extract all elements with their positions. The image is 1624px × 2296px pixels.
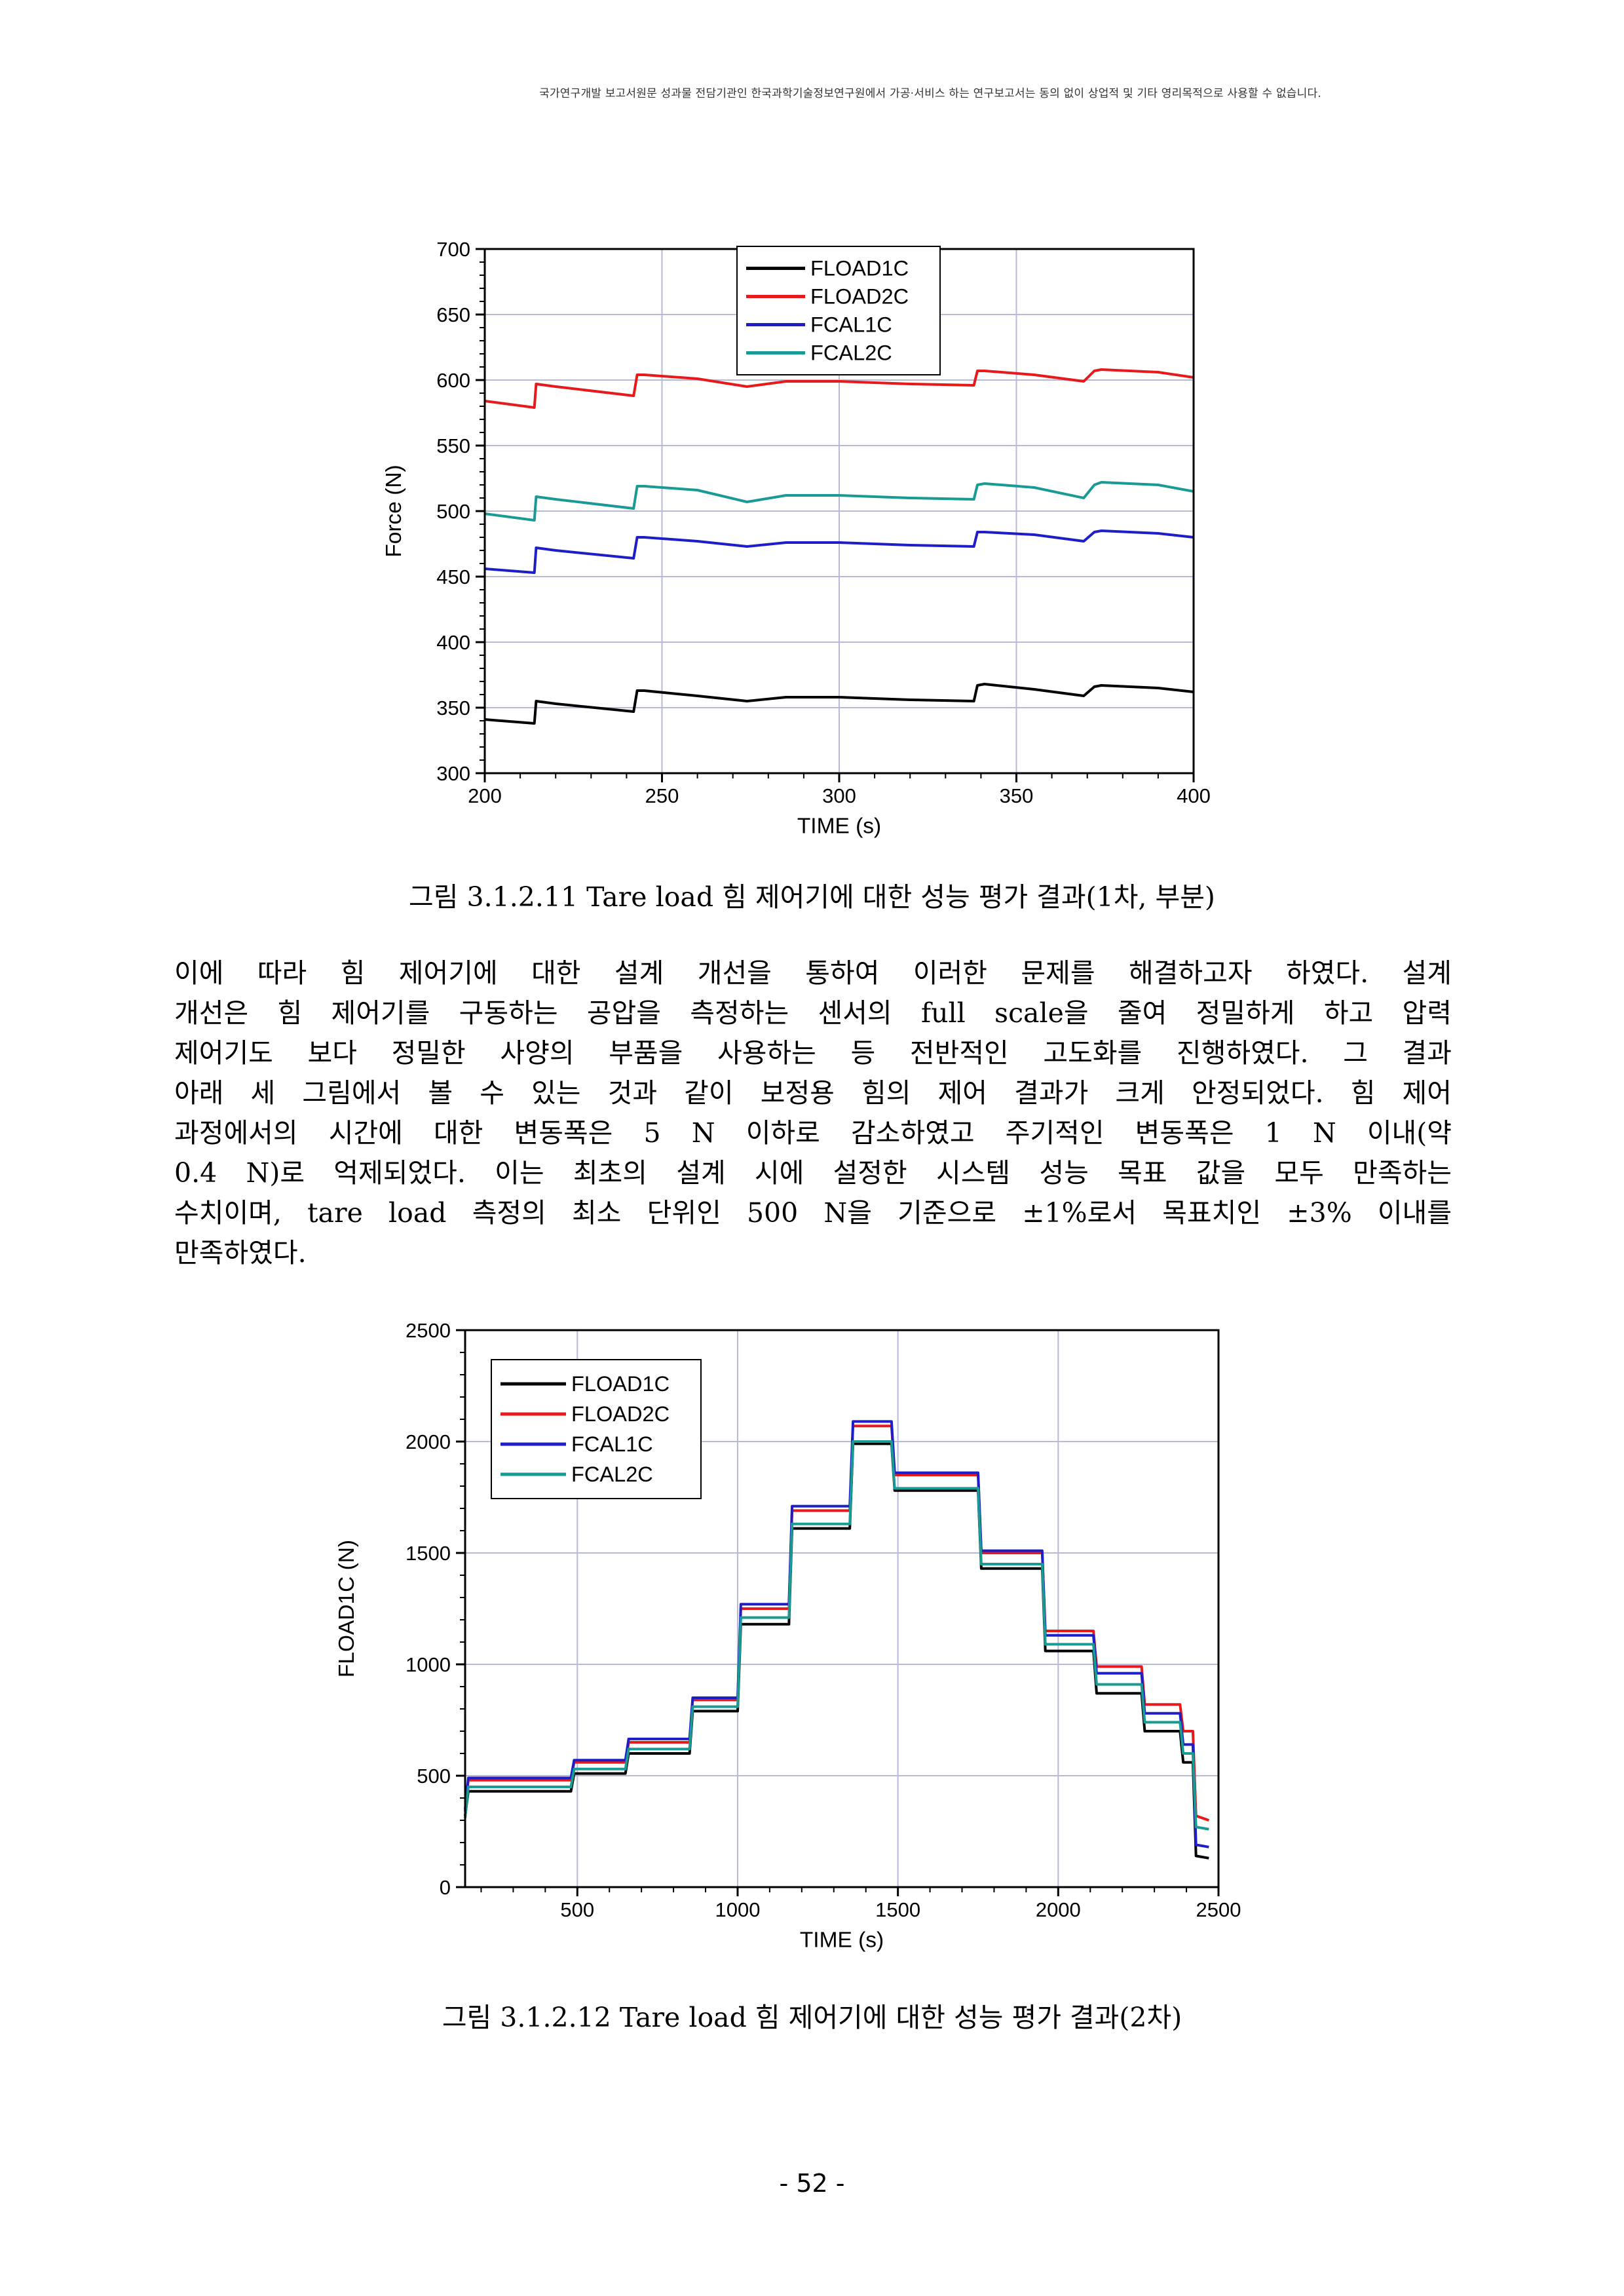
legend-label: FCAL2C: [810, 341, 892, 365]
y-tick-label: 2000: [406, 1430, 451, 1453]
legend-label: FCAL1C: [810, 313, 892, 337]
y-tick-label: 500: [436, 500, 470, 523]
y-tick-label: 550: [436, 434, 470, 457]
x-tick-label: 500: [560, 1898, 594, 1921]
body-line: 과정에서의 시간에 대한 변동폭은 5 N 이하로 감소하였고 주기적인 변동폭…: [174, 1117, 1452, 1149]
x-tick-label: 1500: [875, 1898, 920, 1921]
legend-label: FLOAD1C: [571, 1372, 670, 1396]
series-line-fcal1c: [484, 529, 1194, 574]
axis-ticks: 500 1000 1500 2000 2500 0 500 1000 1500 2000 2500: [406, 1319, 1241, 1921]
x-tick-label: 2500: [1196, 1898, 1241, 1921]
figure-2-caption: 그림 3.1.2.12 Tare load 힘 제어기에 대한 성능 평가 결과…: [442, 2002, 1182, 2033]
legend-label: FCAL1C: [571, 1432, 653, 1456]
body-line: 개선은 힘 제어기를 구동하는 공압을 측정하는 센서의 full scale을…: [174, 997, 1452, 1029]
x-tick-label: 1000: [715, 1898, 760, 1921]
body-line: 제어기도 보다 정밀한 사양의 부품을 사용하는 등 전반적인 고도화를 진행하…: [174, 1037, 1452, 1069]
x-tick-label: 250: [645, 784, 679, 807]
series-line-fload1c: [484, 683, 1194, 725]
legend: FLOAD1C FLOAD2C FCAL1C FCAL2C: [491, 1359, 702, 1499]
page-number: - 52 -: [779, 2169, 845, 2198]
body-line: 만족하였다.: [174, 1237, 307, 1269]
y-tick-label: 1000: [406, 1653, 451, 1676]
plot-frame: [464, 1329, 1220, 1888]
y-tick-label: 650: [436, 303, 470, 326]
y-tick-label: 300: [436, 762, 470, 785]
y-axis-label: FLOAD1C (N): [335, 1540, 359, 1677]
y-tick-label: 0: [440, 1876, 451, 1899]
x-tick-label: 350: [1000, 784, 1034, 807]
y-tick-label: 350: [436, 697, 470, 719]
copyright-notice: 국가연구개발 보고서원문 성과물 전담기관인 한국과학기술정보연구원에서 가공·…: [539, 87, 1321, 100]
body-paragraph: 이에 따라 힘 제어기에 대한 설계 개선을 통하여 이러한 문제를 해결하고자…: [174, 953, 1452, 1273]
legend-label: FLOAD1C: [810, 257, 909, 280]
y-tick-label: 600: [436, 369, 470, 392]
x-tick-label: 2000: [1036, 1898, 1081, 1921]
body-line: 아래 세 그림에서 볼 수 있는 것과 같이 보정용 힘의 제어 결과가 크게 …: [174, 1077, 1452, 1109]
x-tick-label: 300: [822, 784, 856, 807]
figure-2-chart: 500 1000 1500 2000 2500 0 500 1000 1500 2000 2500 T…: [335, 1319, 1241, 1953]
legend-label: FLOAD2C: [810, 285, 909, 309]
y-tick-label: 1500: [406, 1542, 451, 1565]
y-tick-label: 2500: [406, 1319, 451, 1342]
figure-1-chart: 200 250 300 350 400 300 350 400 450 500 550 600 650 7…: [382, 238, 1211, 839]
legend: FLOAD1C FLOAD2C FCAL1C FCAL2C: [736, 246, 941, 375]
body-line: 0.4 N)로 억제되었다. 이는 최초의 설계 시에 설정한 시스템 성능 목…: [174, 1157, 1452, 1189]
y-tick-label: 500: [417, 1765, 451, 1788]
series-line-fcal2c: [484, 481, 1194, 522]
x-axis-label: TIME (s): [800, 1928, 884, 1953]
series-line-fcal1c: [464, 1420, 1209, 1848]
y-tick-label: 400: [436, 631, 470, 654]
series-line-fcal2c: [464, 1440, 1209, 1831]
legend-label: FCAL2C: [571, 1463, 653, 1486]
axis-ticks: 200 250 300 350 400 300 350 400 450 500 550 600 650 7…: [436, 238, 1211, 807]
x-axis-label: TIME (s): [797, 814, 881, 839]
body-line: 수치이며, tare load 측정의 최소 단위인 500 N을 기준으로 ±…: [174, 1197, 1452, 1229]
x-tick-label: 200: [468, 784, 502, 807]
series-line-fload2c: [484, 368, 1194, 409]
legend-label: FLOAD2C: [571, 1402, 670, 1426]
figure-1-caption: 그림 3.1.2.11 Tare load 힘 제어기에 대한 성능 평가 결과…: [409, 881, 1215, 913]
body-line: 이에 따라 힘 제어기에 대한 설계 개선을 통하여 이러한 문제를 해결하고자…: [174, 957, 1452, 989]
y-tick-label: 700: [436, 238, 470, 261]
y-tick-label: 450: [436, 565, 470, 588]
y-axis-label: Force (N): [382, 465, 406, 557]
x-tick-label: 400: [1177, 784, 1211, 807]
